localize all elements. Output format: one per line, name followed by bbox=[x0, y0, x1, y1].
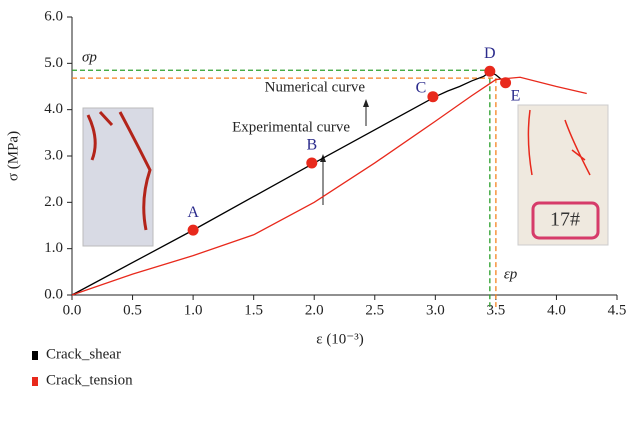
point-label: C bbox=[416, 79, 427, 96]
x-tick-label: 2.0 bbox=[305, 302, 324, 318]
x-tick-label: 4.5 bbox=[608, 302, 627, 318]
y-tick-label: 3.0 bbox=[44, 147, 63, 163]
right-image: 17# bbox=[517, 104, 609, 246]
point-label: E bbox=[511, 87, 521, 104]
legend-label: Crack_shear bbox=[46, 346, 121, 362]
x-axis-label: ε (10⁻³) bbox=[316, 331, 363, 347]
x-tick-label: 1.5 bbox=[244, 302, 263, 318]
y-axis-label: σ (MPa) bbox=[5, 131, 21, 181]
point bbox=[306, 157, 318, 169]
x-tick-label: 4.0 bbox=[547, 302, 566, 318]
annotation: Numerical curve bbox=[265, 79, 366, 95]
left-image bbox=[82, 107, 154, 247]
y-tick-label: 6.0 bbox=[44, 8, 63, 24]
x-tick-label: 0.5 bbox=[123, 302, 142, 318]
legend-swatch bbox=[32, 377, 38, 386]
y-tick-label: 2.0 bbox=[44, 194, 63, 210]
point-label: A bbox=[187, 204, 199, 221]
point bbox=[427, 91, 439, 103]
x-tick-label: 3.0 bbox=[426, 302, 445, 318]
point bbox=[500, 77, 512, 89]
point bbox=[484, 65, 496, 77]
x-tick-label: 3.5 bbox=[487, 302, 506, 318]
annotation: Experimental curve bbox=[232, 119, 350, 135]
x-tick-label: 1.0 bbox=[184, 302, 203, 318]
svg-text:17#: 17# bbox=[550, 209, 580, 231]
point-label: B bbox=[306, 137, 317, 154]
point-label: D bbox=[484, 45, 496, 62]
line bbox=[71, 76, 587, 296]
x-tick-label: 2.5 bbox=[365, 302, 384, 318]
y-tick-label: 0.0 bbox=[44, 286, 63, 302]
reference-label: σp bbox=[82, 50, 97, 66]
x-tick-label: 0.0 bbox=[63, 302, 82, 318]
legend-label: Crack_tension bbox=[46, 372, 133, 388]
y-tick-label: 5.0 bbox=[44, 55, 63, 71]
y-tick-label: 4.0 bbox=[44, 101, 63, 117]
reference-label: εp bbox=[504, 266, 518, 282]
y-tick-label: 1.0 bbox=[44, 240, 63, 256]
legend-swatch bbox=[32, 351, 38, 360]
point bbox=[187, 224, 199, 236]
